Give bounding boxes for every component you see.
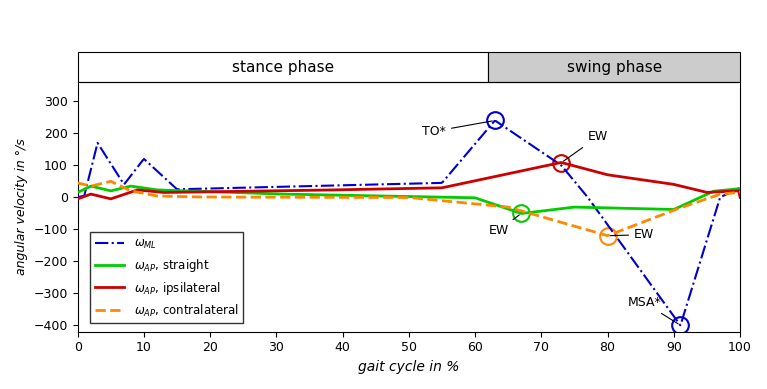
Bar (77, 52, 489, 82)
Legend: $\omega_{ML}$, $\omega_{AP}$, straight, $\omega_{AP}$, ipsilateral, $\omega_{AP}: $\omega_{ML}$, $\omega_{AP}$, straight, … (91, 232, 243, 323)
Text: EW: EW (611, 228, 654, 241)
Text: EW: EW (489, 215, 519, 237)
Y-axis label: angular velocity in °/s: angular velocity in °/s (15, 138, 28, 275)
Bar (489, 52, 740, 82)
X-axis label: gait cycle in %: gait cycle in % (358, 360, 459, 374)
Text: EW: EW (564, 130, 608, 161)
Text: TO*: TO* (422, 121, 492, 138)
Text: MSA*: MSA* (627, 296, 678, 324)
Text: stance phase: stance phase (232, 60, 334, 75)
Text: swing phase: swing phase (567, 60, 662, 75)
